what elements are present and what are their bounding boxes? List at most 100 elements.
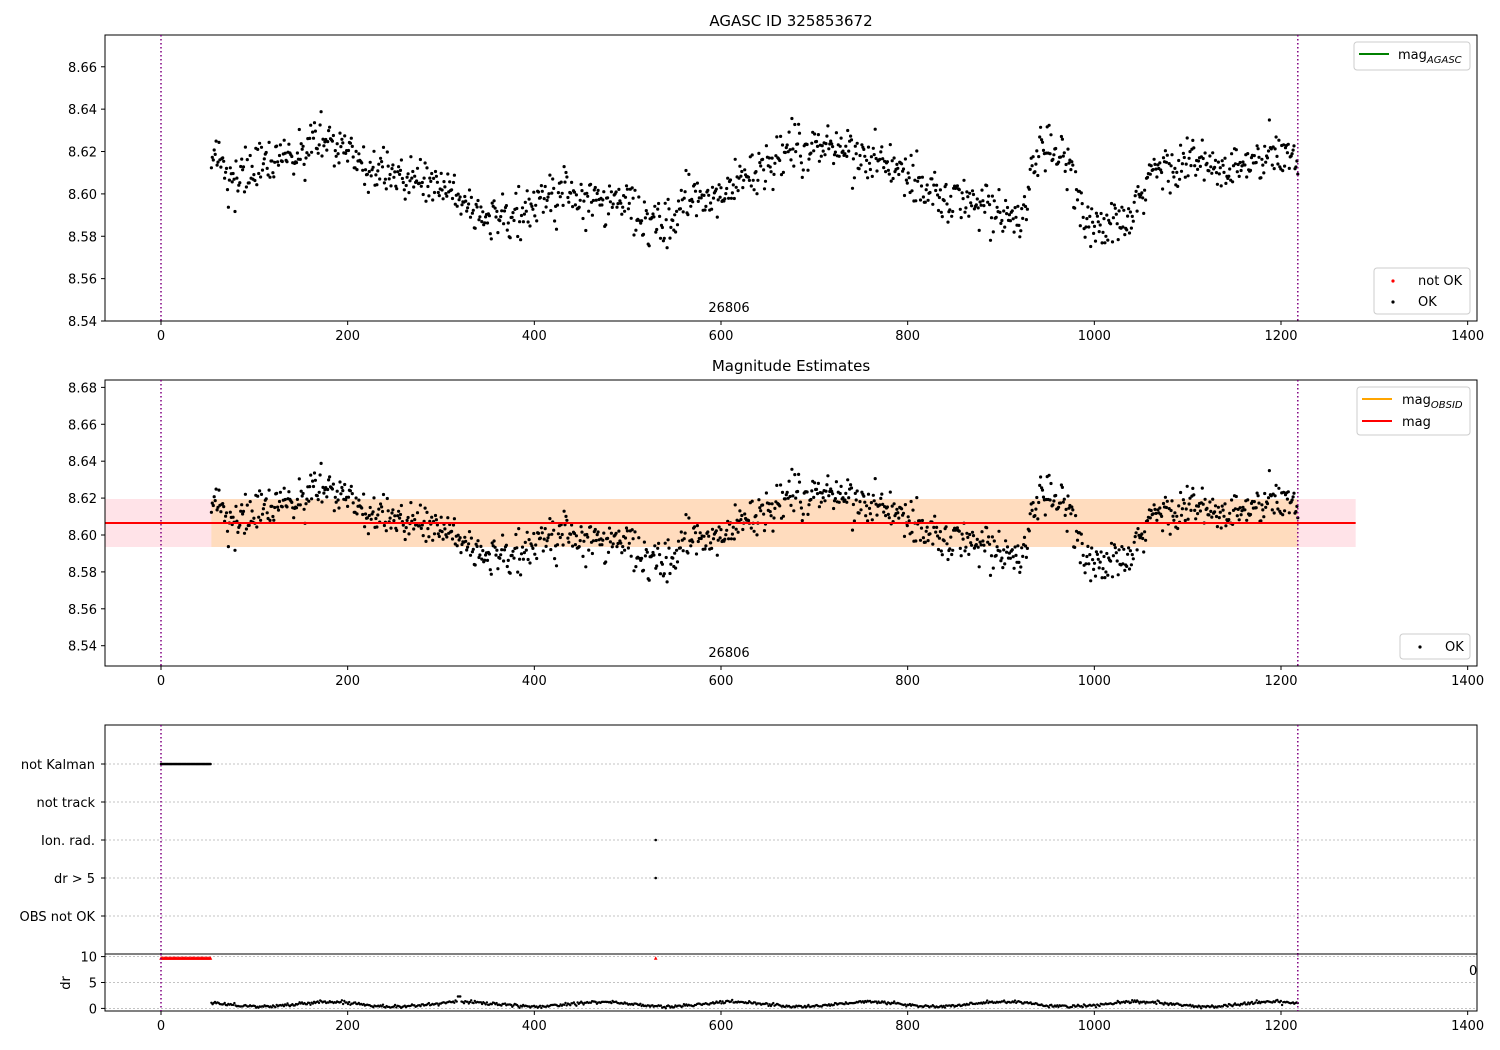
data-point-ok [209,166,213,170]
data-point-ok [380,160,384,164]
data-point-ok [978,540,982,544]
data-point-ok [1213,165,1217,169]
data-point-ok [601,538,605,542]
data-point-ok [502,209,507,213]
data-point-ok [793,122,797,127]
data-point-ok [319,461,323,465]
dr-point [575,1004,578,1007]
x-tick-label: 400 [522,1019,547,1034]
data-point-ok [450,196,455,201]
y-tick-label: 8.60 [68,188,97,203]
data-point-ok [500,209,504,213]
data-point-ok [1211,497,1215,501]
data-point-ok [936,193,940,197]
data-point-ok [1169,164,1173,168]
data-point-ok [719,186,723,190]
data-point-ok [881,502,885,506]
data-point-ok [419,526,423,531]
data-point-ok [365,516,369,520]
data-point-ok [221,156,225,160]
data-point-ok [1012,230,1016,234]
data-point-ok [707,193,711,197]
data-point-ok [276,505,280,509]
data-point-ok [1272,511,1276,515]
data-point-ok [1109,201,1114,206]
data-point-ok [812,149,816,153]
data-point-ok [227,178,231,182]
data-point-ok [671,556,675,560]
data-point-ok [942,539,946,543]
data-point-ok [831,145,835,149]
dr-point [885,1003,889,1006]
data-point-ok [398,172,402,176]
dr-point [719,999,722,1003]
data-point-ok [1267,118,1271,122]
data-point-ok [338,480,342,484]
data-point-ok [967,214,971,218]
data-point-ok [333,495,337,499]
data-point-ok [394,184,398,188]
data-point-ok [1221,163,1225,167]
data-point-ok [1087,225,1091,229]
data-point-ok [964,206,968,210]
data-point-ok [591,198,596,203]
data-point-ok [668,236,672,240]
data-point-ok [872,499,876,503]
data-point-ok [236,530,240,535]
data-point-ok [295,151,299,155]
legend-upper: magAGASC [1353,41,1471,71]
data-point-ok [212,148,216,152]
dr-point [274,1006,277,1009]
x-tick-label: 600 [709,674,734,689]
data-point-ok [371,510,375,514]
data-point-ok [1227,174,1231,178]
data-point-ok [935,525,939,530]
data-point-ok [778,504,782,508]
data-point-ok [641,232,646,236]
y-axis-label: dr [59,976,74,990]
data-point-ok [592,188,596,192]
data-point-ok [376,513,380,517]
data-point-ok [924,188,928,192]
data-point-ok [1115,222,1119,226]
data-point-ok [824,489,828,493]
data-point-ok [843,152,847,156]
data-point-ok [556,191,561,195]
data-point-ok [1103,576,1107,580]
data-point-ok [709,541,713,545]
data-point-ok [512,556,516,560]
data-point-ok [283,497,287,502]
data-point-ok [896,511,900,515]
data-point-ok [851,157,856,161]
data-point-ok [859,163,863,167]
legend-marker-ok [1391,300,1395,304]
data-point-ok [1171,514,1175,518]
data-point-ok [797,122,801,126]
data-point-ok [959,554,963,558]
data-point-ok [847,149,851,153]
data-point-ok [643,554,648,558]
data-point-ok [565,175,569,179]
data-point-ok [316,498,320,502]
dr-point [436,1002,439,1005]
dr-point [986,999,989,1002]
data-point-ok [467,530,472,534]
data-point-ok [1024,555,1028,560]
data-point-ok [521,557,526,561]
data-point-ok [1041,495,1046,499]
data-point-ok [552,186,556,190]
data-point-ok [1254,506,1258,510]
data-point-ok [520,545,525,549]
data-point-ok [551,177,555,181]
data-point-ok [241,168,245,172]
data-point-ok [958,207,962,211]
data-point-ok [231,171,235,176]
data-point-ok [1096,220,1100,224]
data-point-ok [981,199,985,203]
data-point-ok [675,560,680,564]
data-point-ok [464,199,468,203]
data-point-ok [624,526,629,530]
data-point-ok [555,543,560,547]
data-point-ok [625,187,630,191]
data-point-ok [1078,561,1082,565]
